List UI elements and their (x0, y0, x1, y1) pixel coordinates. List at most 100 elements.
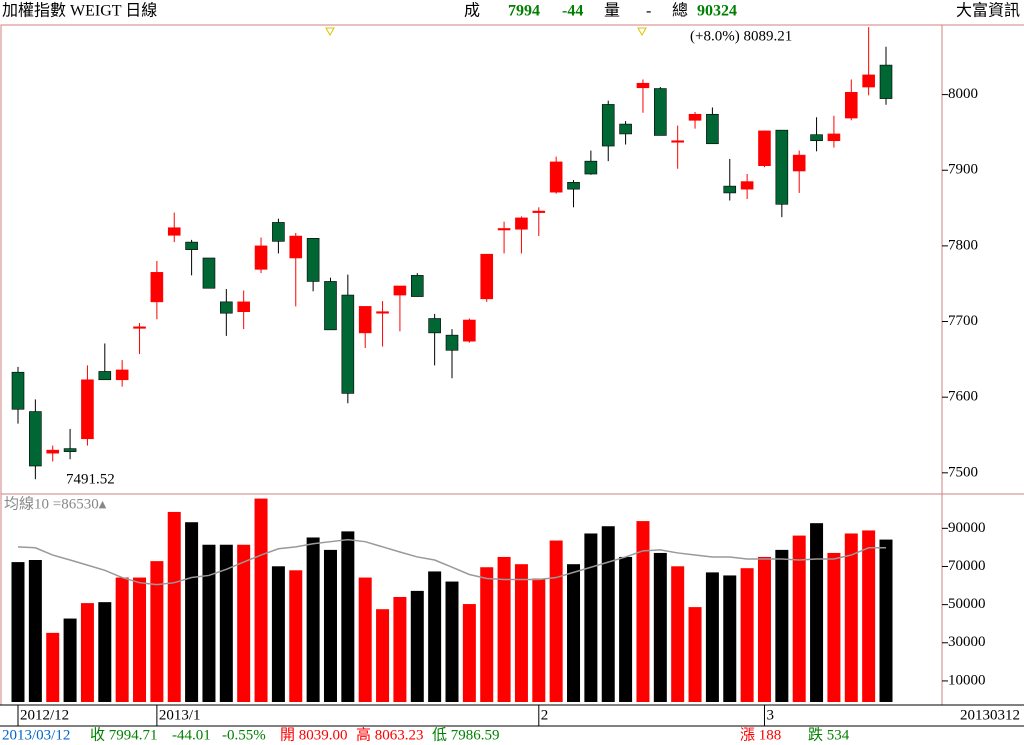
moving-average (17, 538, 886, 586)
annotation: 7491.52 (66, 471, 115, 487)
candle-body (428, 318, 441, 334)
candle-body (654, 88, 667, 136)
status-low: 低 7986.59 (432, 726, 500, 743)
candle-body (532, 210, 546, 213)
header-title: 加權指數 WEIGT 日線 (2, 2, 157, 20)
volume-bar (202, 544, 216, 702)
candle-body (133, 326, 146, 329)
volume-bar (462, 604, 476, 702)
last-date: 20130312 (960, 707, 1020, 723)
candle-body (410, 275, 424, 297)
header-brand: 大富資訊 (956, 2, 1020, 20)
candle-body (63, 448, 77, 452)
volume-bar (705, 572, 719, 702)
status-bar: 2013/03/12 收 7994.71 -44.01 -0.55% 開 803… (2, 726, 850, 743)
candle-body (167, 227, 181, 236)
candle-body (549, 161, 563, 193)
volume-bar (376, 609, 390, 702)
volume-bar (46, 632, 60, 702)
volume-bar (341, 531, 355, 702)
volume-bar (810, 523, 824, 702)
header-label: 量 (604, 3, 620, 20)
x-tick-label: 2 (541, 707, 549, 723)
volume-bar (723, 575, 737, 702)
volume-bar (757, 556, 771, 702)
volume-bar (775, 549, 789, 702)
header-label: 成 (464, 2, 480, 20)
candle-body (445, 334, 459, 351)
candle-body (81, 379, 94, 440)
volume-bar (671, 566, 685, 702)
status-down: 跌 534 (808, 726, 850, 743)
candle-body (515, 217, 528, 230)
x-tick-label: 3 (766, 707, 774, 723)
status-pct: -0.55% (222, 727, 266, 743)
volume-bar (289, 570, 303, 702)
candle-body (844, 92, 858, 119)
volume-bar (792, 535, 806, 702)
volume-bar (115, 577, 129, 702)
volume-bar (63, 618, 77, 702)
volume-bar (653, 552, 667, 702)
candle-body (723, 185, 737, 194)
candle-body (46, 449, 60, 454)
candle-body (358, 306, 372, 334)
y-tick-label: 7600 (948, 389, 978, 405)
y-tick-label: 7800 (948, 237, 978, 253)
x-tick-label: 2013/1 (159, 707, 201, 723)
candle-body (115, 369, 129, 381)
volume-bar (584, 533, 598, 702)
volume-bar (619, 556, 633, 702)
header-value: - (646, 3, 651, 20)
candle-body (220, 301, 233, 314)
header-value: -44 (562, 3, 583, 20)
volume-bar (185, 522, 199, 702)
y-tick-label: 8000 (948, 86, 978, 102)
marker (637, 27, 647, 37)
volume-bar (219, 544, 233, 702)
candle-body (497, 228, 511, 231)
candle-body (150, 272, 164, 303)
candle-body (289, 235, 303, 259)
volume-bar (167, 511, 181, 702)
candle-body (688, 113, 702, 121)
y-tick-label: 30000 (948, 634, 986, 650)
annotation: (+8.0%) 8089.21 (690, 28, 792, 44)
volume-bar (410, 590, 424, 702)
volume-bar (254, 498, 268, 702)
volume-bar (567, 564, 581, 702)
volume-bar (133, 577, 147, 702)
volume-bar (879, 539, 893, 702)
candle-body (306, 238, 320, 282)
volume-bar (445, 581, 459, 702)
volume-bar (358, 577, 372, 702)
status-date: 2013/03/12 (2, 727, 70, 743)
candle-body (11, 371, 25, 410)
volume-bar (323, 549, 337, 702)
volume-bar (601, 526, 615, 702)
candle-body (862, 74, 875, 88)
candle-body (29, 411, 42, 467)
candle-body (740, 181, 754, 190)
volume-bar (393, 597, 407, 702)
candle-body (237, 301, 250, 312)
candle-body (463, 319, 476, 342)
y-tick-label: 70000 (948, 558, 986, 574)
candle-body (272, 222, 285, 242)
header: 加權指數 WEIGT 日線 成 7994 -44 量 - 總 90324 大富資… (2, 2, 1020, 20)
volume-bar (827, 552, 841, 702)
volume-bar (480, 567, 494, 702)
volume-bar (150, 561, 164, 702)
header-label: 總 (672, 2, 688, 20)
volume-bar (98, 602, 112, 702)
volume-label: 均線10 =86530▴ (4, 495, 107, 512)
volume-bar (428, 571, 442, 702)
candle-body (324, 281, 337, 331)
volume-bar (688, 607, 702, 702)
volume-bar (497, 556, 511, 702)
candle-body (393, 285, 407, 296)
candle-body (671, 140, 684, 143)
y-tick-label: 7700 (948, 313, 978, 329)
status-high: 高 8063.23 (356, 726, 424, 743)
